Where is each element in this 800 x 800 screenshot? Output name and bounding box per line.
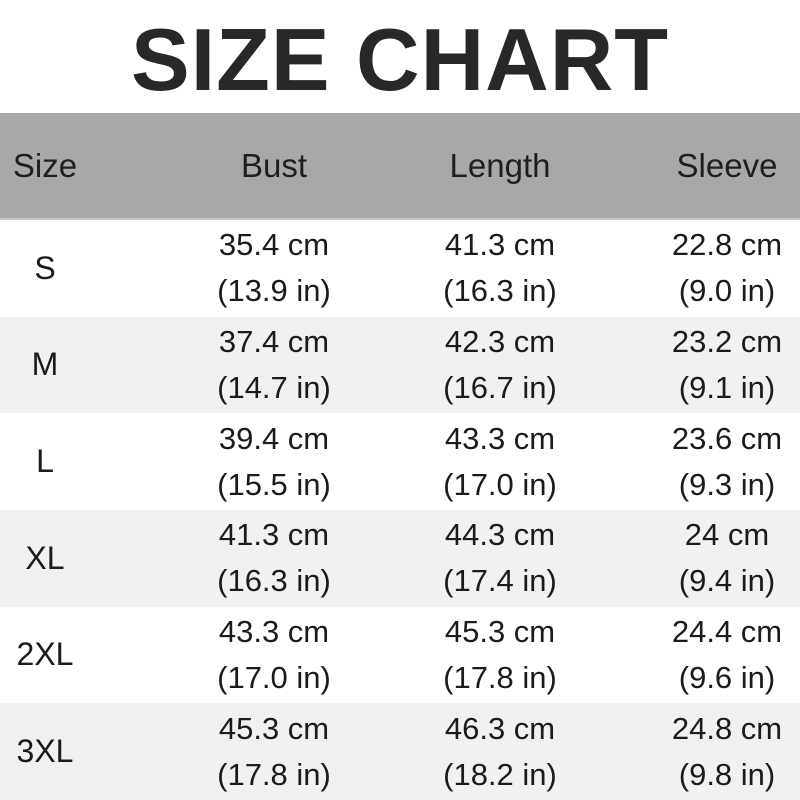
bust-cell: 39.4 cm (15.5 in) — [90, 416, 390, 508]
length-cell: 41.3 cm (16.3 in) — [390, 222, 610, 314]
sleeve-cell: 24.8 cm (9.8 in) — [610, 706, 800, 798]
bust-in: (15.5 in) — [217, 466, 331, 502]
table-body: S 35.4 cm (13.9 in) 41.3 cm (16.3 in) 22… — [0, 220, 800, 800]
sleeve-in: (9.8 in) — [678, 756, 776, 792]
sleeve-cell: 24.4 cm (9.6 in) — [610, 609, 800, 701]
sleeve-in: (9.0 in) — [678, 273, 776, 309]
table-row-l: L 39.4 cm (15.5 in) 43.3 cm (17.0 in) 23… — [0, 413, 800, 510]
length-cell: 43.3 cm (17.0 in) — [390, 416, 610, 508]
length-cell: 46.3 cm (18.2 in) — [390, 706, 610, 798]
bust-cm: 39.4 cm — [218, 420, 330, 456]
bust-cm: 35.4 cm — [218, 227, 330, 263]
sleeve-cm: 24.4 cm — [671, 613, 783, 649]
sleeve-cell: 23.6 cm (9.3 in) — [610, 416, 800, 508]
length-cm: 41.3 cm — [444, 227, 556, 263]
column-header-length: Length — [449, 146, 551, 184]
sleeve-cm: 23.6 cm — [671, 420, 783, 456]
length-cm: 42.3 cm — [444, 323, 556, 359]
sleeve-cm: 23.2 cm — [671, 323, 783, 359]
column-header-size: Size — [12, 146, 78, 184]
table-row-m: M 37.4 cm (14.7 in) 42.3 cm (16.7 in) 23… — [0, 316, 800, 414]
size-label: L — [36, 443, 54, 480]
sleeve-cm: 24.8 cm — [671, 710, 783, 746]
length-cm: 46.3 cm — [444, 710, 556, 746]
column-header-sleeve: Sleeve — [676, 146, 778, 184]
column-header-bust: Bust — [240, 146, 308, 184]
sleeve-cell: 22.8 cm (9.0 in) — [610, 222, 800, 314]
size-label: XL — [25, 539, 65, 576]
length-in: (16.7 in) — [443, 369, 557, 405]
bust-cell: 41.3 cm (16.3 in) — [90, 512, 390, 604]
page-title: SIZE CHART — [131, 9, 669, 109]
table-header-row: Size Bust Length Sleeve — [0, 113, 800, 220]
bust-cell: 35.4 cm (13.9 in) — [90, 222, 390, 314]
bust-cm: 43.3 cm — [218, 613, 330, 649]
length-cm: 45.3 cm — [444, 613, 556, 649]
bust-cm: 45.3 cm — [218, 710, 330, 746]
sleeve-in: (9.1 in) — [678, 369, 776, 405]
size-label: M — [31, 346, 59, 383]
bust-cell: 37.4 cm (14.7 in) — [90, 319, 390, 411]
length-in: (17.4 in) — [443, 563, 557, 599]
sleeve-cm: 24 cm — [684, 517, 770, 553]
table-row-s: S 35.4 cm (13.9 in) 41.3 cm (16.3 in) 22… — [0, 220, 800, 317]
bust-cm: 37.4 cm — [218, 323, 330, 359]
length-in: (18.2 in) — [443, 756, 557, 792]
bust-cell: 43.3 cm (17.0 in) — [90, 609, 390, 701]
table-row-3xl: 3XL 45.3 cm (17.8 in) 46.3 cm (18.2 in) … — [0, 703, 800, 800]
sleeve-cm: 22.8 cm — [671, 227, 783, 263]
table-row-2xl: 2XL 43.3 cm (17.0 in) 45.3 cm (17.8 in) … — [0, 606, 800, 704]
bust-in: (13.9 in) — [217, 273, 331, 309]
length-cm: 43.3 cm — [444, 420, 556, 456]
sleeve-in: (9.6 in) — [678, 659, 776, 695]
length-in: (17.0 in) — [443, 466, 557, 502]
length-cell: 44.3 cm (17.4 in) — [390, 512, 610, 604]
length-cell: 42.3 cm (16.7 in) — [390, 319, 610, 411]
size-label: S — [34, 249, 56, 286]
length-cell: 45.3 cm (17.8 in) — [390, 609, 610, 701]
bust-in: (17.0 in) — [217, 659, 331, 695]
sleeve-in: (9.4 in) — [678, 563, 776, 599]
bust-in: (14.7 in) — [217, 369, 331, 405]
sleeve-cell: 24 cm (9.4 in) — [610, 512, 800, 604]
sleeve-in: (9.3 in) — [678, 466, 776, 502]
length-cm: 44.3 cm — [444, 517, 556, 553]
size-label: 2XL — [16, 636, 74, 673]
bust-cell: 45.3 cm (17.8 in) — [90, 706, 390, 798]
table-row-xl: XL 41.3 cm (16.3 in) 44.3 cm (17.4 in) 2… — [0, 509, 800, 607]
size-label: 3XL — [16, 733, 74, 770]
length-in: (17.8 in) — [443, 659, 557, 695]
bust-in: (17.8 in) — [217, 756, 331, 792]
bust-cm: 41.3 cm — [218, 517, 330, 553]
sleeve-cell: 23.2 cm (9.1 in) — [610, 319, 800, 411]
length-in: (16.3 in) — [443, 273, 557, 309]
bust-in: (16.3 in) — [217, 563, 331, 599]
